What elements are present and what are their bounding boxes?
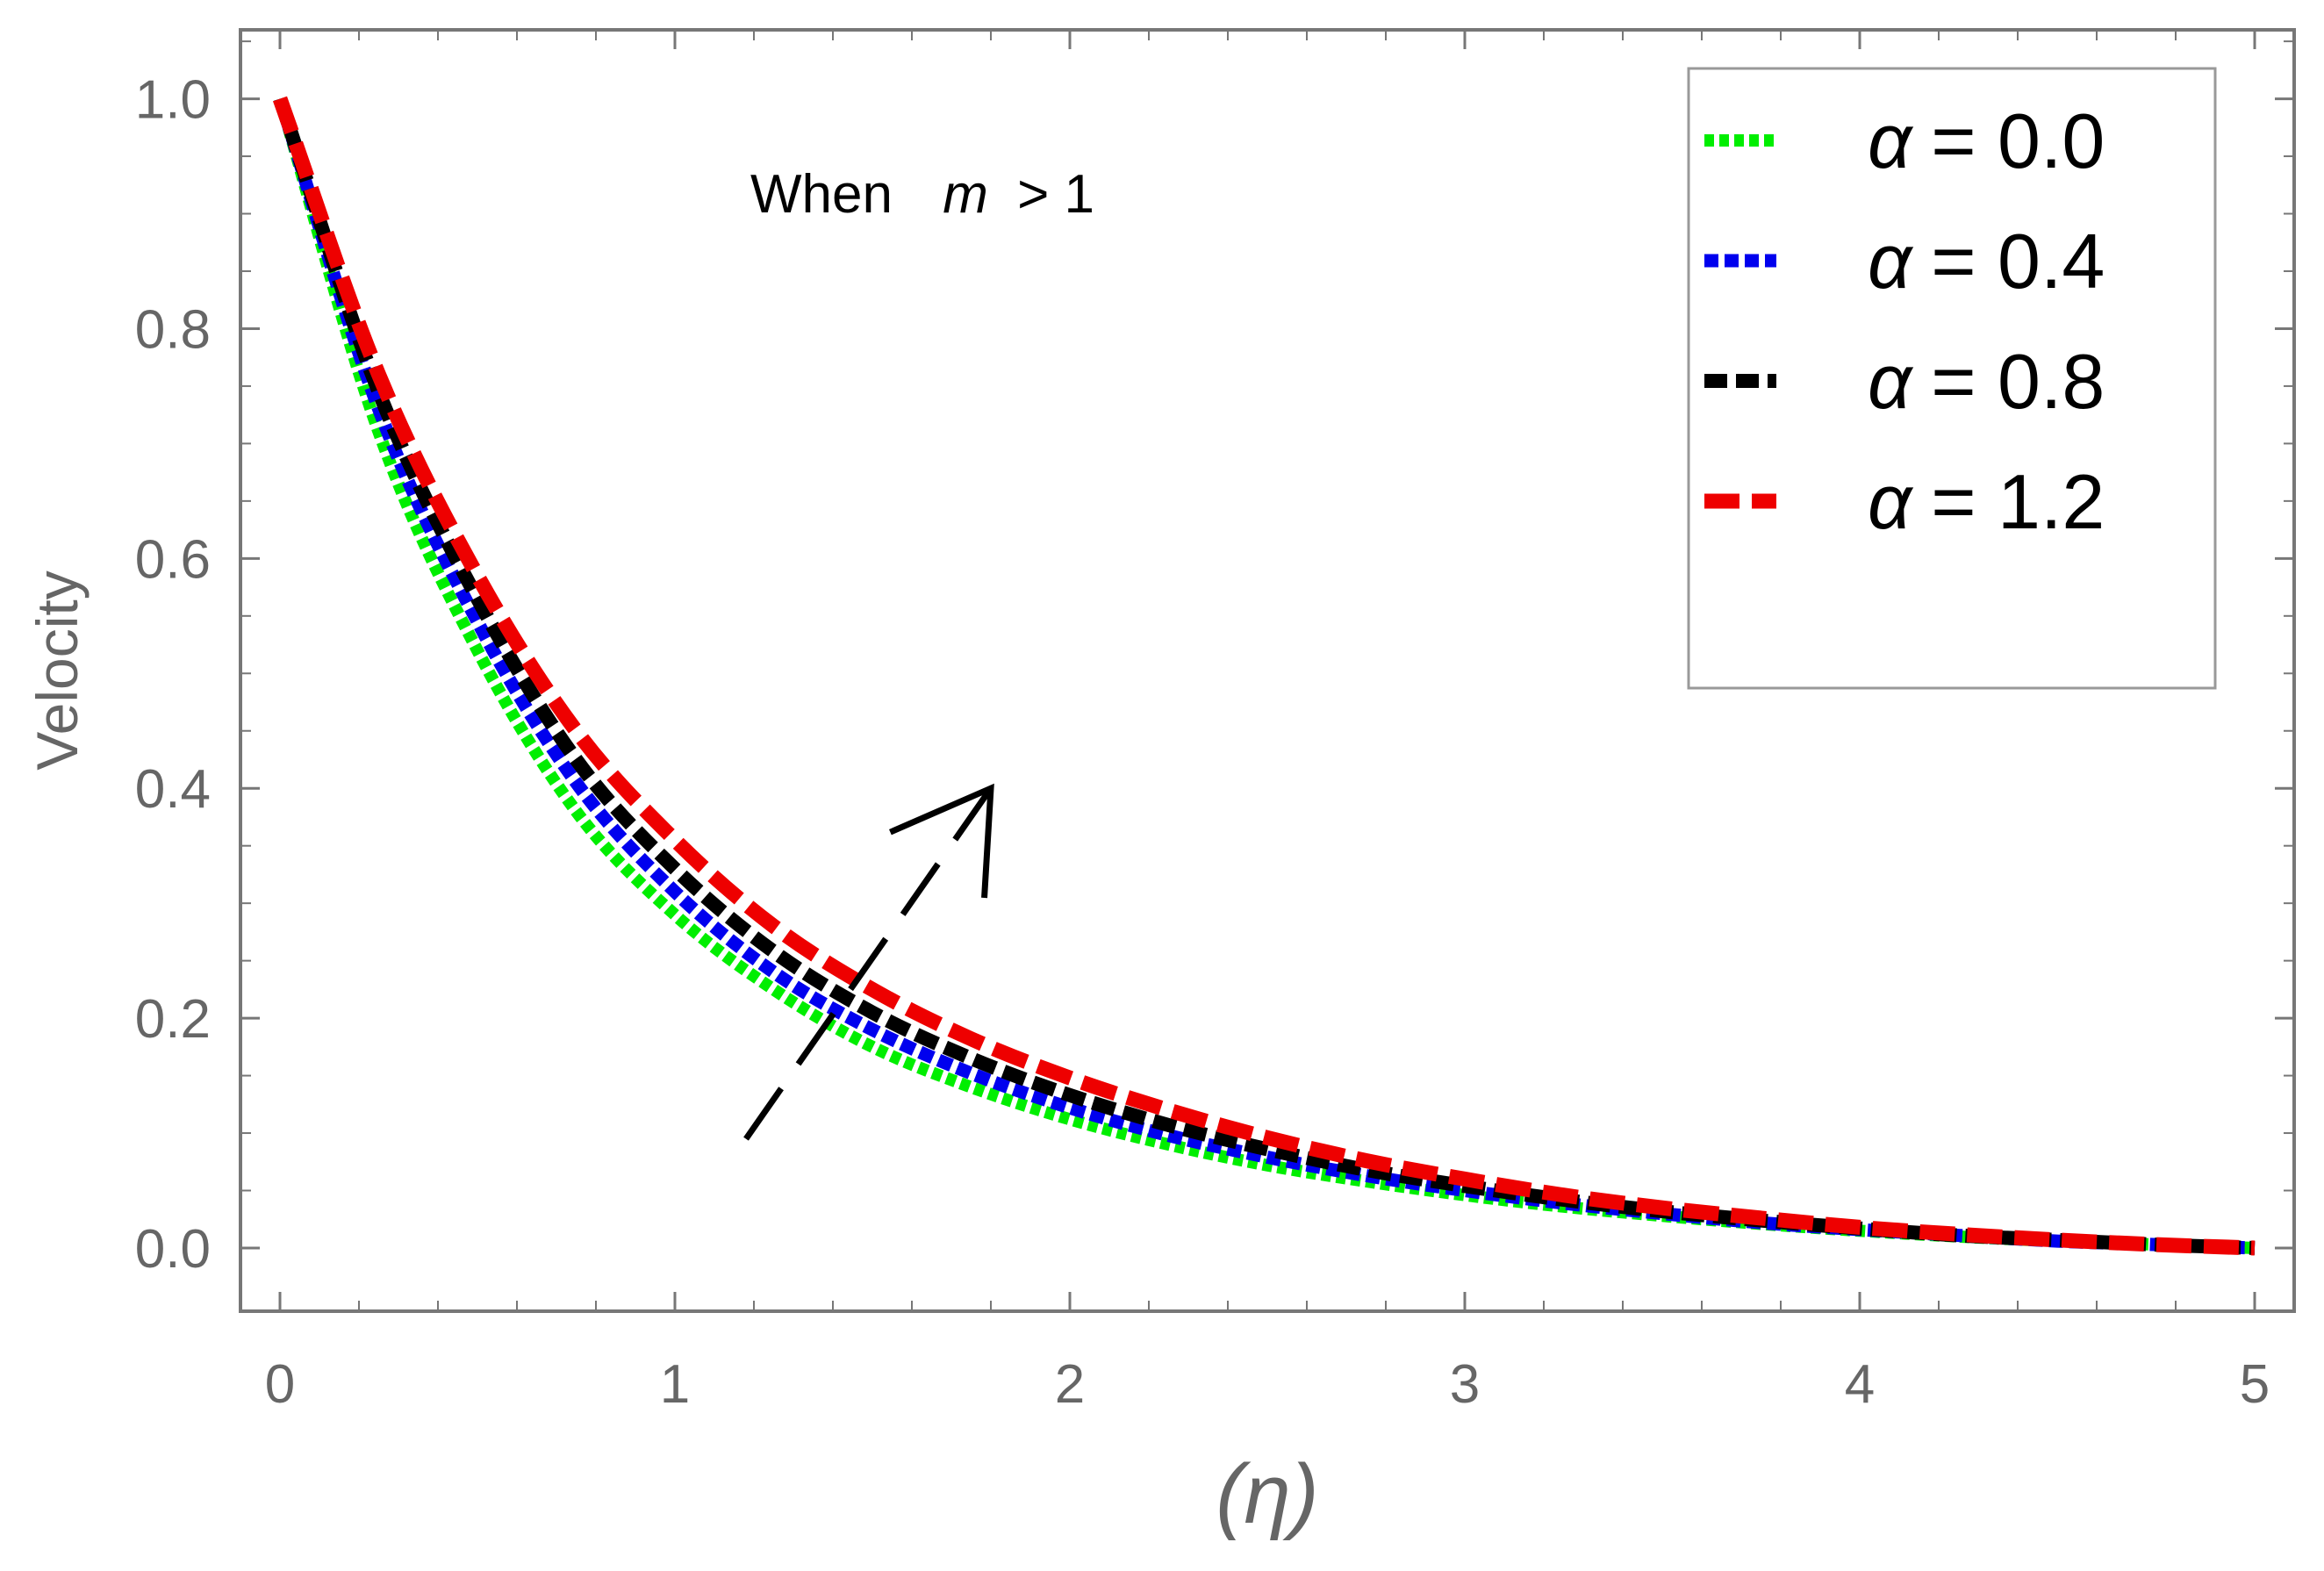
series-lines <box>272 96 2256 1256</box>
legend-alpha-value: = 0.0 <box>1931 97 2105 184</box>
x-axis-title: (η) <box>1216 1447 1318 1541</box>
arrow-head <box>889 783 994 899</box>
x-tick-label: 0 <box>265 1354 295 1415</box>
y-axis-title: Velocity <box>25 570 90 770</box>
annotation-text-after: > 1 <box>1017 164 1094 225</box>
legend-label-0: α = 0.0 <box>1868 97 2105 184</box>
series-line-3 <box>272 96 2256 1256</box>
annotation-text-before: When <box>750 164 893 225</box>
arrow-shaft <box>743 786 993 1141</box>
y-tick-label: 0.4 <box>135 759 211 820</box>
x-tick-label: 5 <box>2240 1354 2270 1415</box>
legend-box <box>1687 67 2217 690</box>
legend: α = 0.0α = 0.4α = 0.8α = 1.2 <box>1704 97 2105 545</box>
y-tick-label: 0.8 <box>135 299 211 360</box>
axis-ticks <box>240 30 2294 1311</box>
legend-alpha-symbol: α <box>1868 458 1914 545</box>
y-tick-label: 0.6 <box>135 529 211 590</box>
legend-label-2: α = 0.8 <box>1868 338 2105 425</box>
legend-label-3: α = 1.2 <box>1868 458 2105 545</box>
x-tick-label: 1 <box>660 1354 690 1415</box>
y-tick-label: 0.0 <box>135 1219 211 1280</box>
annotation-variable: m <box>943 164 988 225</box>
legend-alpha-symbol: α <box>1868 338 1914 425</box>
legend-alpha-symbol: α <box>1868 97 1914 184</box>
legend-label-1: α = 0.4 <box>1868 218 2105 305</box>
legend-alpha-value: = 0.8 <box>1931 338 2105 425</box>
x-tick-label: 3 <box>1450 1354 1480 1415</box>
y-tick-label: 0.2 <box>135 989 211 1050</box>
condition-annotation: When m > 1 <box>750 164 1094 225</box>
legend-alpha-value: = 0.4 <box>1931 218 2105 305</box>
x-tick-label: 4 <box>1845 1354 1875 1415</box>
increase-arrow <box>743 783 994 1141</box>
tick-labels: 0 1 2 3 4 5 0.0 0.2 0.4 0.6 0.8 1.0 <box>135 70 2270 1415</box>
plot-frame <box>239 28 2296 1313</box>
legend-alpha-value: = 1.2 <box>1931 458 2105 545</box>
x-tick-label: 2 <box>1055 1354 1085 1415</box>
y-tick-label: 1.0 <box>135 70 211 131</box>
legend-alpha-symbol: α <box>1868 218 1914 305</box>
